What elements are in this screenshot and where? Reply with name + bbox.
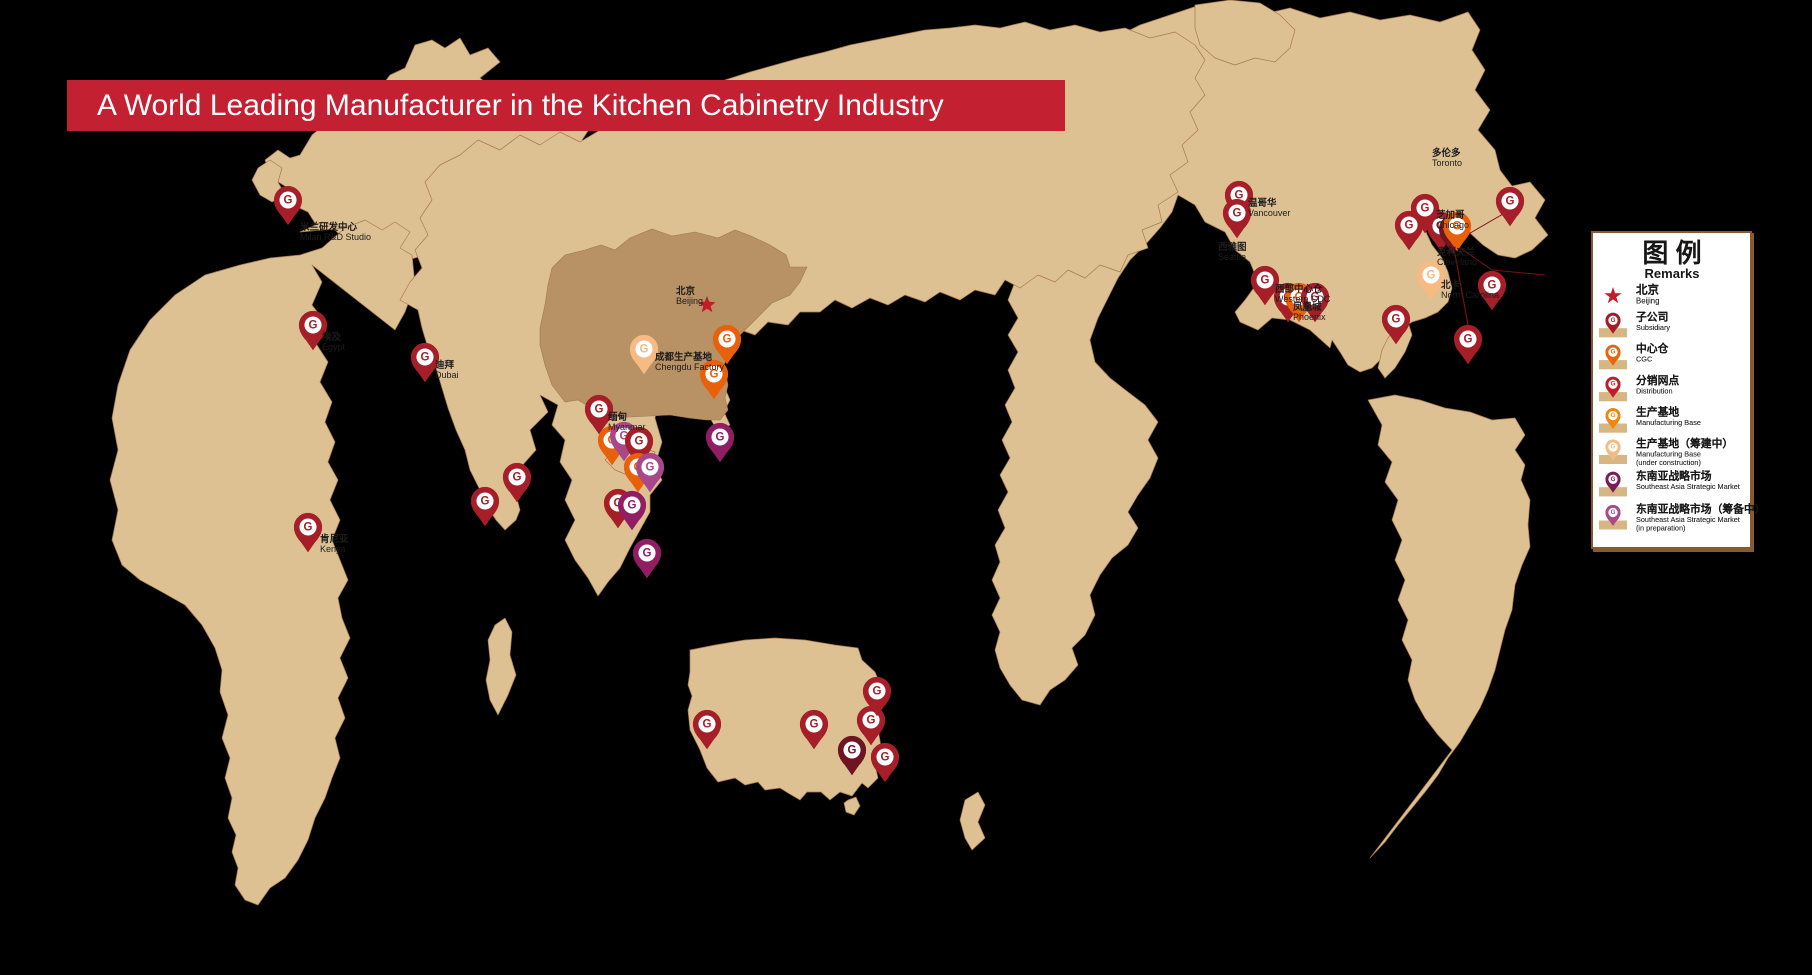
svg-text:G: G [848,744,857,756]
svg-text:G: G [513,471,522,483]
svg-text:G: G [635,435,644,447]
svg-text:北京: 北京 [1636,283,1659,297]
svg-text:分销网点: 分销网点 [1636,373,1679,387]
svg-text:图 例: 图 例 [1642,238,1701,268]
svg-text:G: G [1611,317,1616,324]
svg-text:G: G [643,547,652,559]
svg-text:G: G [1611,381,1616,388]
svg-text:Subsidiary: Subsidiary [1636,323,1670,332]
svg-text:G: G [873,685,882,697]
svg-text:(under construction): (under construction) [1636,458,1701,467]
svg-text:G: G [723,333,732,345]
svg-text:G: G [881,751,890,763]
svg-text:G: G [1405,219,1414,231]
svg-text:G: G [703,718,712,730]
svg-text:G: G [1611,349,1616,356]
svg-text:G: G [1392,313,1401,325]
svg-text:G: G [1233,207,1242,219]
svg-text:Chicago: Chicago [1436,220,1469,230]
svg-text:G: G [1464,333,1473,345]
svg-text:Kenya: Kenya [320,544,346,554]
svg-text:G: G [810,718,819,730]
svg-text:Milan R&D Studio: Milan R&D Studio [300,232,371,242]
svg-text:G: G [867,714,876,726]
svg-text:Toronto: Toronto [1432,158,1462,168]
svg-text:Phoenix: Phoenix [1293,312,1326,322]
svg-text:G: G [628,499,637,511]
svg-text:G: G [1421,202,1430,214]
svg-text:G: G [481,495,490,507]
svg-text:G: G [595,403,604,415]
svg-text:Chengdu Factory: Chengdu Factory [655,362,725,372]
svg-text:G: G [1427,269,1436,281]
svg-text:Beijing: Beijing [676,296,703,306]
svg-text:东南亚战略市场（筹备中）: 东南亚战略市场（筹备中） [1636,502,1766,516]
svg-text:Myanmar: Myanmar [608,422,646,432]
svg-text:Dubai: Dubai [435,370,459,380]
svg-text:G: G [1261,274,1270,286]
svg-text:(in preparation): (in preparation) [1636,524,1685,533]
svg-text:Egypt: Egypt [322,342,346,352]
svg-text:CGC: CGC [1636,355,1652,364]
svg-text:G: G [1611,412,1616,419]
svg-text:Southeast Asia Strategic Marke: Southeast Asia Strategic Market [1636,482,1740,491]
svg-text:G: G [1611,509,1616,516]
svg-text:Beijing: Beijing [1636,297,1659,306]
svg-text:Cleveland: Cleveland [1437,257,1477,267]
svg-text:G: G [284,194,293,206]
svg-text:生产基地: 生产基地 [1636,405,1679,419]
svg-text:中心仓: 中心仓 [1636,341,1669,355]
svg-text:G: G [304,521,313,533]
svg-text:Distribution: Distribution [1636,387,1673,396]
svg-text:Manufacturing Base: Manufacturing Base [1636,418,1701,427]
svg-text:Vancouver: Vancouver [1248,208,1290,218]
svg-text:A World Leading Manufacturer i: A World Leading Manufacturer in the Kitc… [97,89,944,122]
svg-text:子公司: 子公司 [1636,310,1668,323]
svg-text:G: G [716,431,725,443]
svg-text:North Carolina: North Carolina [1441,290,1499,300]
svg-text:G: G [421,351,430,363]
svg-text:G: G [1506,195,1515,207]
svg-text:G: G [646,461,655,473]
svg-text:G: G [1611,476,1616,483]
svg-text:G: G [1611,444,1616,451]
svg-text:Remarks: Remarks [1645,266,1700,281]
svg-text:东南亚战略市场: 东南亚战略市场 [1636,468,1712,482]
svg-text:生产基地（筹建中）: 生产基地（筹建中） [1636,436,1733,450]
svg-text:Seattle: Seattle [1218,252,1246,262]
svg-text:G: G [309,319,318,331]
svg-text:G: G [640,343,649,355]
